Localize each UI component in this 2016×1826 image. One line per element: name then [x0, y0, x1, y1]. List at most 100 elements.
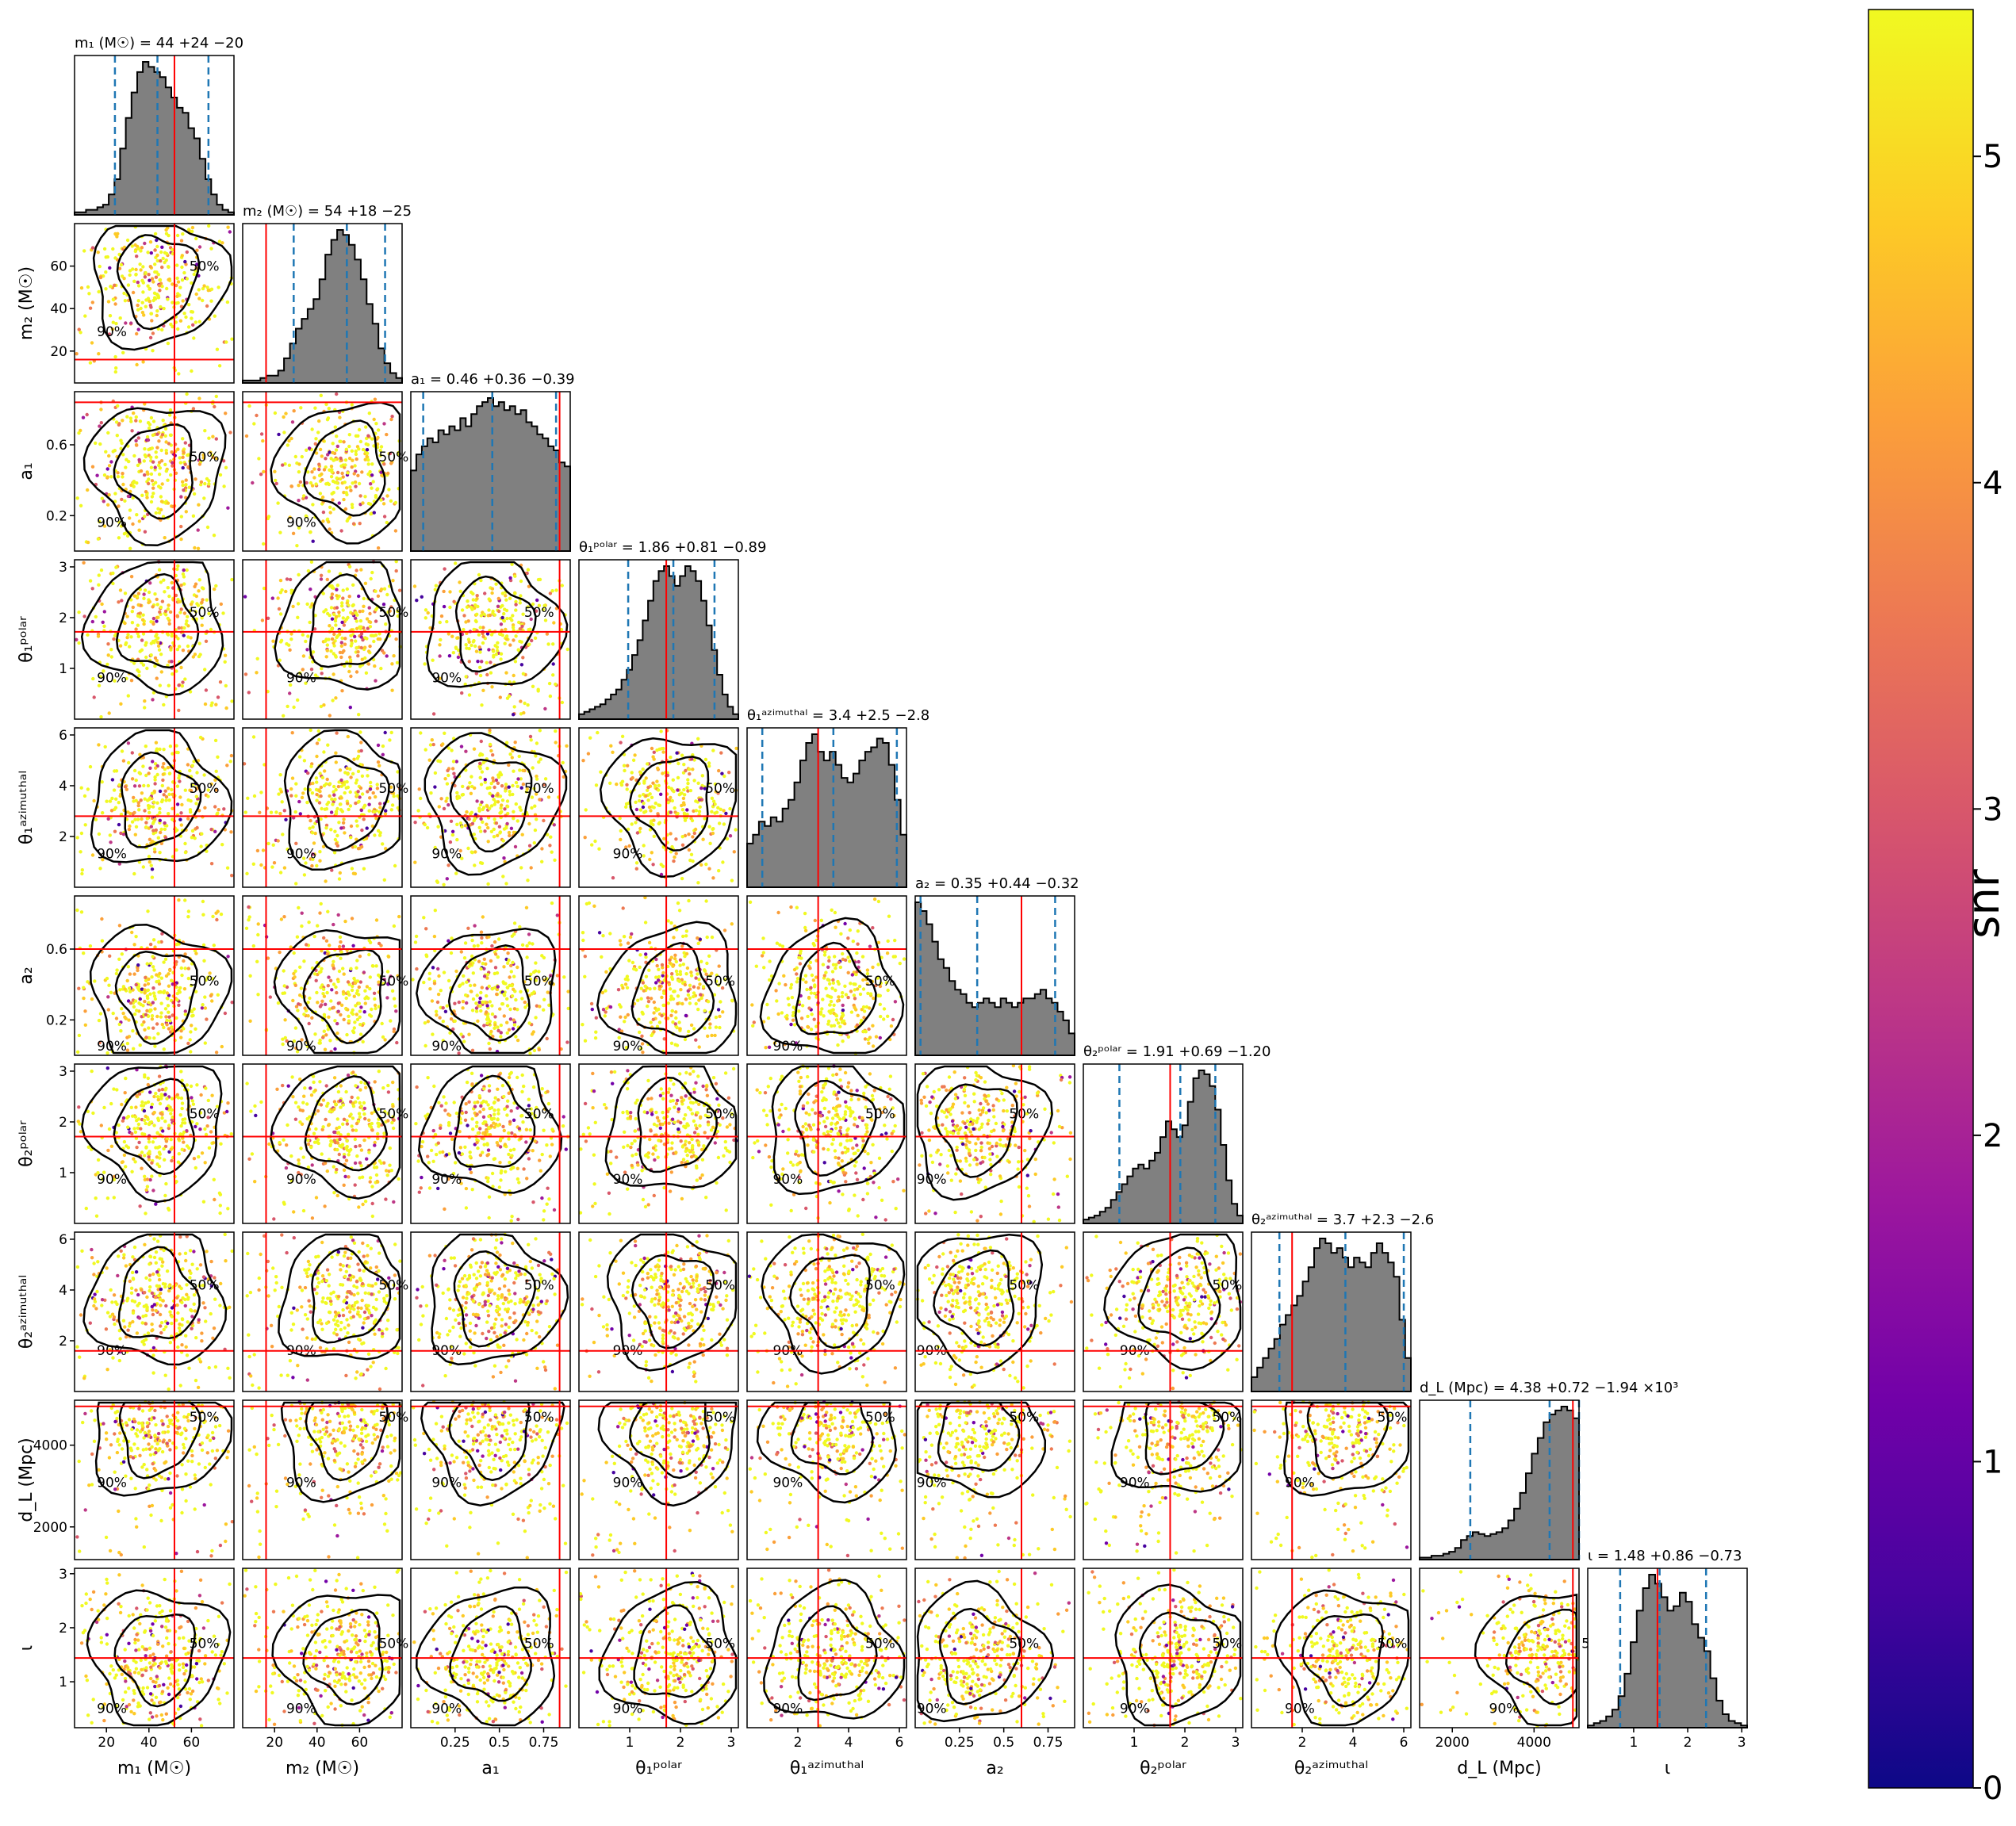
sample-point	[167, 1010, 171, 1014]
sample-point	[538, 798, 542, 802]
sample-point	[470, 607, 474, 611]
sample-point	[310, 831, 315, 835]
sample-point	[158, 278, 162, 282]
sample-point	[196, 546, 201, 550]
contour-label-50: 50%	[524, 781, 554, 797]
sample-point	[545, 1036, 549, 1041]
sample-point	[369, 780, 373, 785]
sample-point	[162, 748, 166, 752]
sample-point	[83, 823, 87, 827]
sample-point	[288, 648, 292, 652]
sample-point	[132, 454, 136, 458]
sample-point	[638, 794, 642, 798]
sample-point	[255, 848, 260, 853]
sample-point	[159, 1001, 163, 1005]
sample-point	[319, 393, 323, 397]
sample-point	[367, 809, 371, 813]
sample-point	[160, 327, 164, 332]
sample-point	[156, 507, 160, 511]
sample-point	[540, 847, 544, 851]
sample-point	[191, 655, 195, 659]
sample-point	[79, 428, 82, 433]
sample-point	[128, 269, 132, 273]
sample-point	[479, 578, 483, 583]
sample-point	[480, 770, 485, 774]
sample-point	[278, 871, 283, 875]
sample-point	[151, 1026, 155, 1030]
sample-point	[521, 672, 526, 676]
sample-point	[361, 501, 365, 505]
sample-point	[190, 229, 194, 234]
sample-point	[673, 990, 676, 993]
sample-point	[170, 787, 174, 792]
sample-point	[301, 496, 305, 500]
sample-point	[386, 471, 390, 476]
sample-point	[644, 776, 648, 780]
sample-point	[163, 827, 167, 832]
sample-point	[129, 419, 133, 423]
sample-point	[668, 987, 673, 991]
sample-point	[389, 499, 393, 503]
sample-point	[324, 608, 328, 612]
sample-point	[148, 599, 152, 604]
sample-point	[190, 1014, 194, 1018]
sample-point	[372, 417, 376, 422]
sample-point	[518, 768, 522, 772]
sample-point	[519, 990, 523, 994]
sample-point	[157, 979, 161, 983]
sample-point	[436, 825, 440, 829]
sample-point	[670, 1009, 674, 1013]
sample-point	[163, 609, 168, 614]
sample-point	[197, 641, 201, 645]
y-tick-label: 40	[50, 301, 67, 317]
sample-point	[194, 594, 198, 599]
sample-point	[211, 455, 215, 459]
sample-point	[494, 653, 499, 657]
sample-point	[171, 461, 174, 465]
sample-point	[362, 806, 366, 810]
sample-point	[98, 264, 102, 269]
sample-point	[310, 484, 315, 488]
sample-point	[669, 955, 673, 959]
sample-point	[125, 238, 130, 243]
sample-point	[644, 794, 648, 798]
sample-point	[157, 940, 161, 944]
sample-point	[496, 609, 501, 614]
sample-point	[365, 454, 369, 459]
sample-point	[202, 959, 206, 963]
sample-point	[326, 416, 331, 420]
sample-point	[138, 419, 143, 423]
sample-point	[438, 620, 442, 625]
sample-point	[652, 818, 656, 822]
sample-point	[646, 785, 650, 790]
sample-point	[314, 451, 319, 455]
sample-point	[846, 970, 850, 975]
sample-point	[159, 495, 163, 499]
sample-point	[464, 675, 468, 679]
sample-point	[307, 921, 311, 924]
sample-point	[332, 458, 335, 462]
sample-point	[138, 262, 142, 266]
sample-point	[829, 999, 834, 1004]
sample-point	[194, 266, 198, 270]
sample-point	[279, 917, 284, 921]
sample-point	[112, 788, 117, 792]
sample-point	[194, 802, 198, 806]
sample-point	[224, 706, 228, 710]
sample-point	[335, 806, 339, 811]
sample-point	[213, 314, 217, 318]
sample-point	[601, 934, 605, 938]
sample-point	[130, 777, 135, 781]
sample-point	[223, 653, 228, 657]
panel-a1-vs-a1: a₁ = 0.46 +0.36 −0.39	[410, 371, 575, 552]
sample-point	[450, 748, 454, 752]
sample-point	[374, 794, 378, 799]
sample-point	[343, 791, 347, 795]
sample-point	[201, 598, 205, 602]
sample-point	[158, 610, 162, 614]
sample-point	[111, 450, 115, 454]
sample-point	[289, 484, 294, 488]
sample-point	[599, 770, 603, 774]
sample-point	[97, 352, 101, 356]
sample-point	[581, 931, 585, 935]
